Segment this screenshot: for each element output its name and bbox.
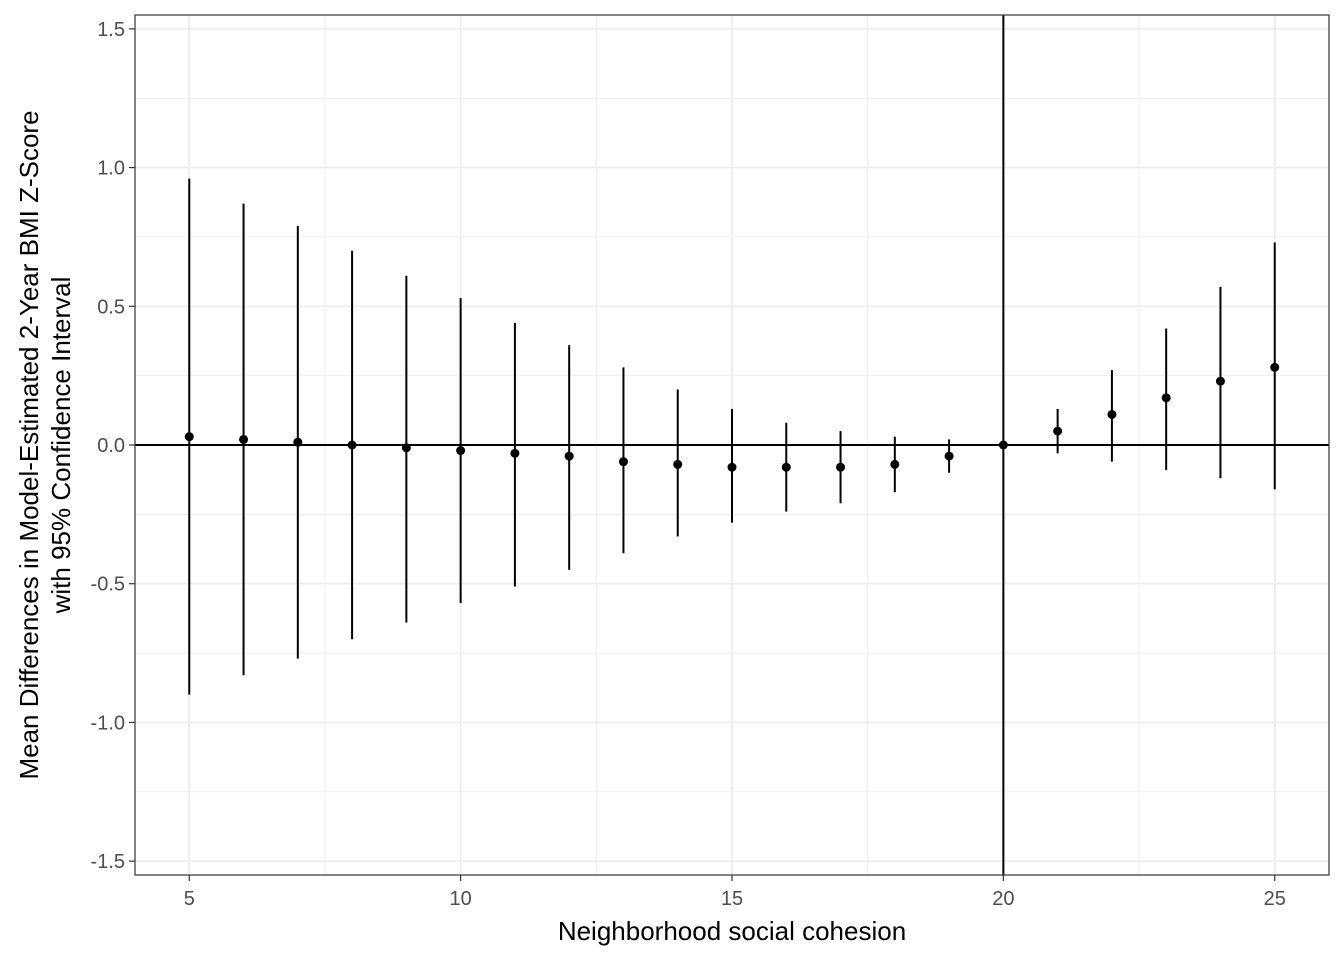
y-tick-label: -1.0 xyxy=(91,712,125,734)
data-point xyxy=(564,451,574,461)
data-point xyxy=(673,459,683,469)
data-point xyxy=(781,462,791,472)
data-point xyxy=(184,432,194,442)
y-axis-title-line-1: Mean Differences in Model-Estimated 2-Ye… xyxy=(14,110,44,779)
data-point xyxy=(239,434,249,444)
data-point xyxy=(1215,376,1225,386)
y-tick-label: -1.5 xyxy=(91,851,125,873)
y-axis-title-line-2: with 95% Confidence Interval xyxy=(46,277,76,615)
data-point xyxy=(944,451,954,461)
data-point xyxy=(293,437,303,447)
x-tick-label: 10 xyxy=(450,888,472,910)
data-point xyxy=(510,448,520,458)
data-point xyxy=(1270,362,1280,372)
data-point xyxy=(836,462,846,472)
data-point xyxy=(347,440,357,450)
data-point xyxy=(1161,393,1171,403)
x-tick-label: 5 xyxy=(184,888,195,910)
data-point xyxy=(401,443,411,453)
x-tick-label: 20 xyxy=(992,888,1014,910)
data-point xyxy=(890,459,900,469)
y-tick-label: 0.0 xyxy=(97,435,125,457)
data-point xyxy=(456,446,466,456)
x-axis-title: Neighborhood social cohesion xyxy=(558,916,906,946)
x-tick-label: 25 xyxy=(1264,888,1286,910)
y-tick-label: 1.0 xyxy=(97,158,125,180)
data-point xyxy=(998,440,1008,450)
data-point xyxy=(1053,426,1063,436)
axes: 5 10 15 20 25 -1.5 -1.0 -0.5 0.0 0.5 1.0 1.5 xyxy=(91,19,1286,910)
y-tick-label: 0.5 xyxy=(97,296,125,318)
y-tick-label: -0.5 xyxy=(91,574,125,596)
y-tick-label: 1.5 xyxy=(97,19,125,41)
x-tick-label: 15 xyxy=(721,888,743,910)
data-point xyxy=(618,457,628,467)
data-series xyxy=(184,178,1280,695)
data-point xyxy=(727,462,737,472)
data-point xyxy=(1107,409,1117,419)
